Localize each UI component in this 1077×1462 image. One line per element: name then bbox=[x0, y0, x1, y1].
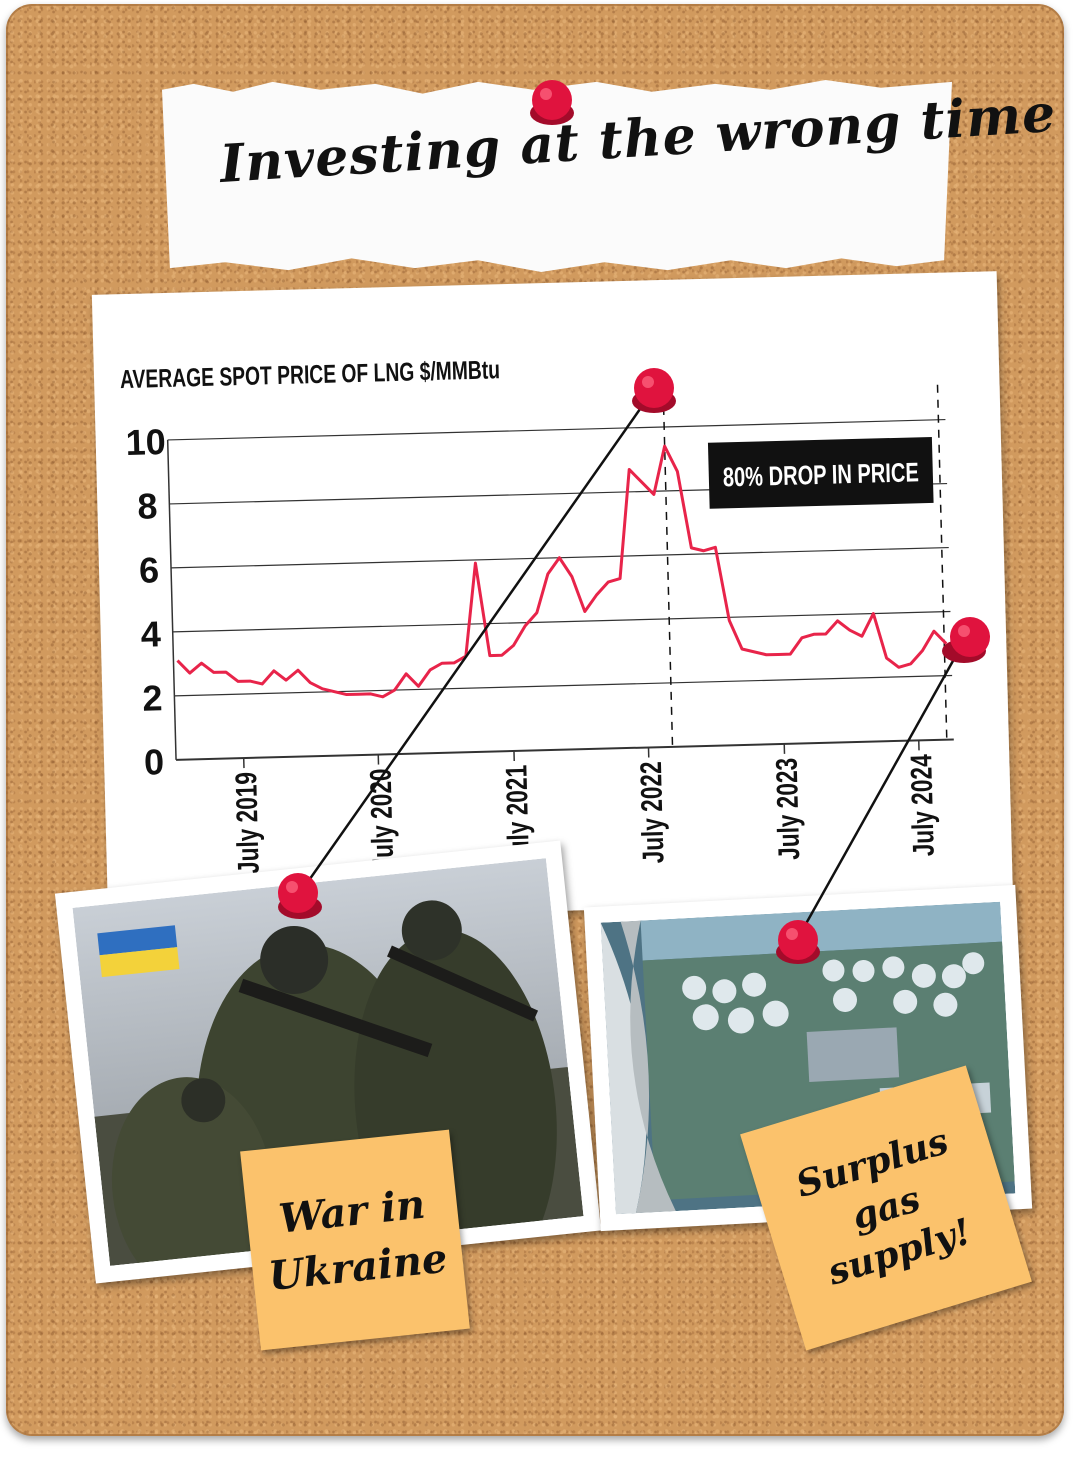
ukraine-flag-blue bbox=[97, 925, 178, 956]
sticky-note-war-in-ukraine: War in Ukraine bbox=[240, 1129, 470, 1351]
ukraine-flag-yellow bbox=[99, 947, 180, 978]
